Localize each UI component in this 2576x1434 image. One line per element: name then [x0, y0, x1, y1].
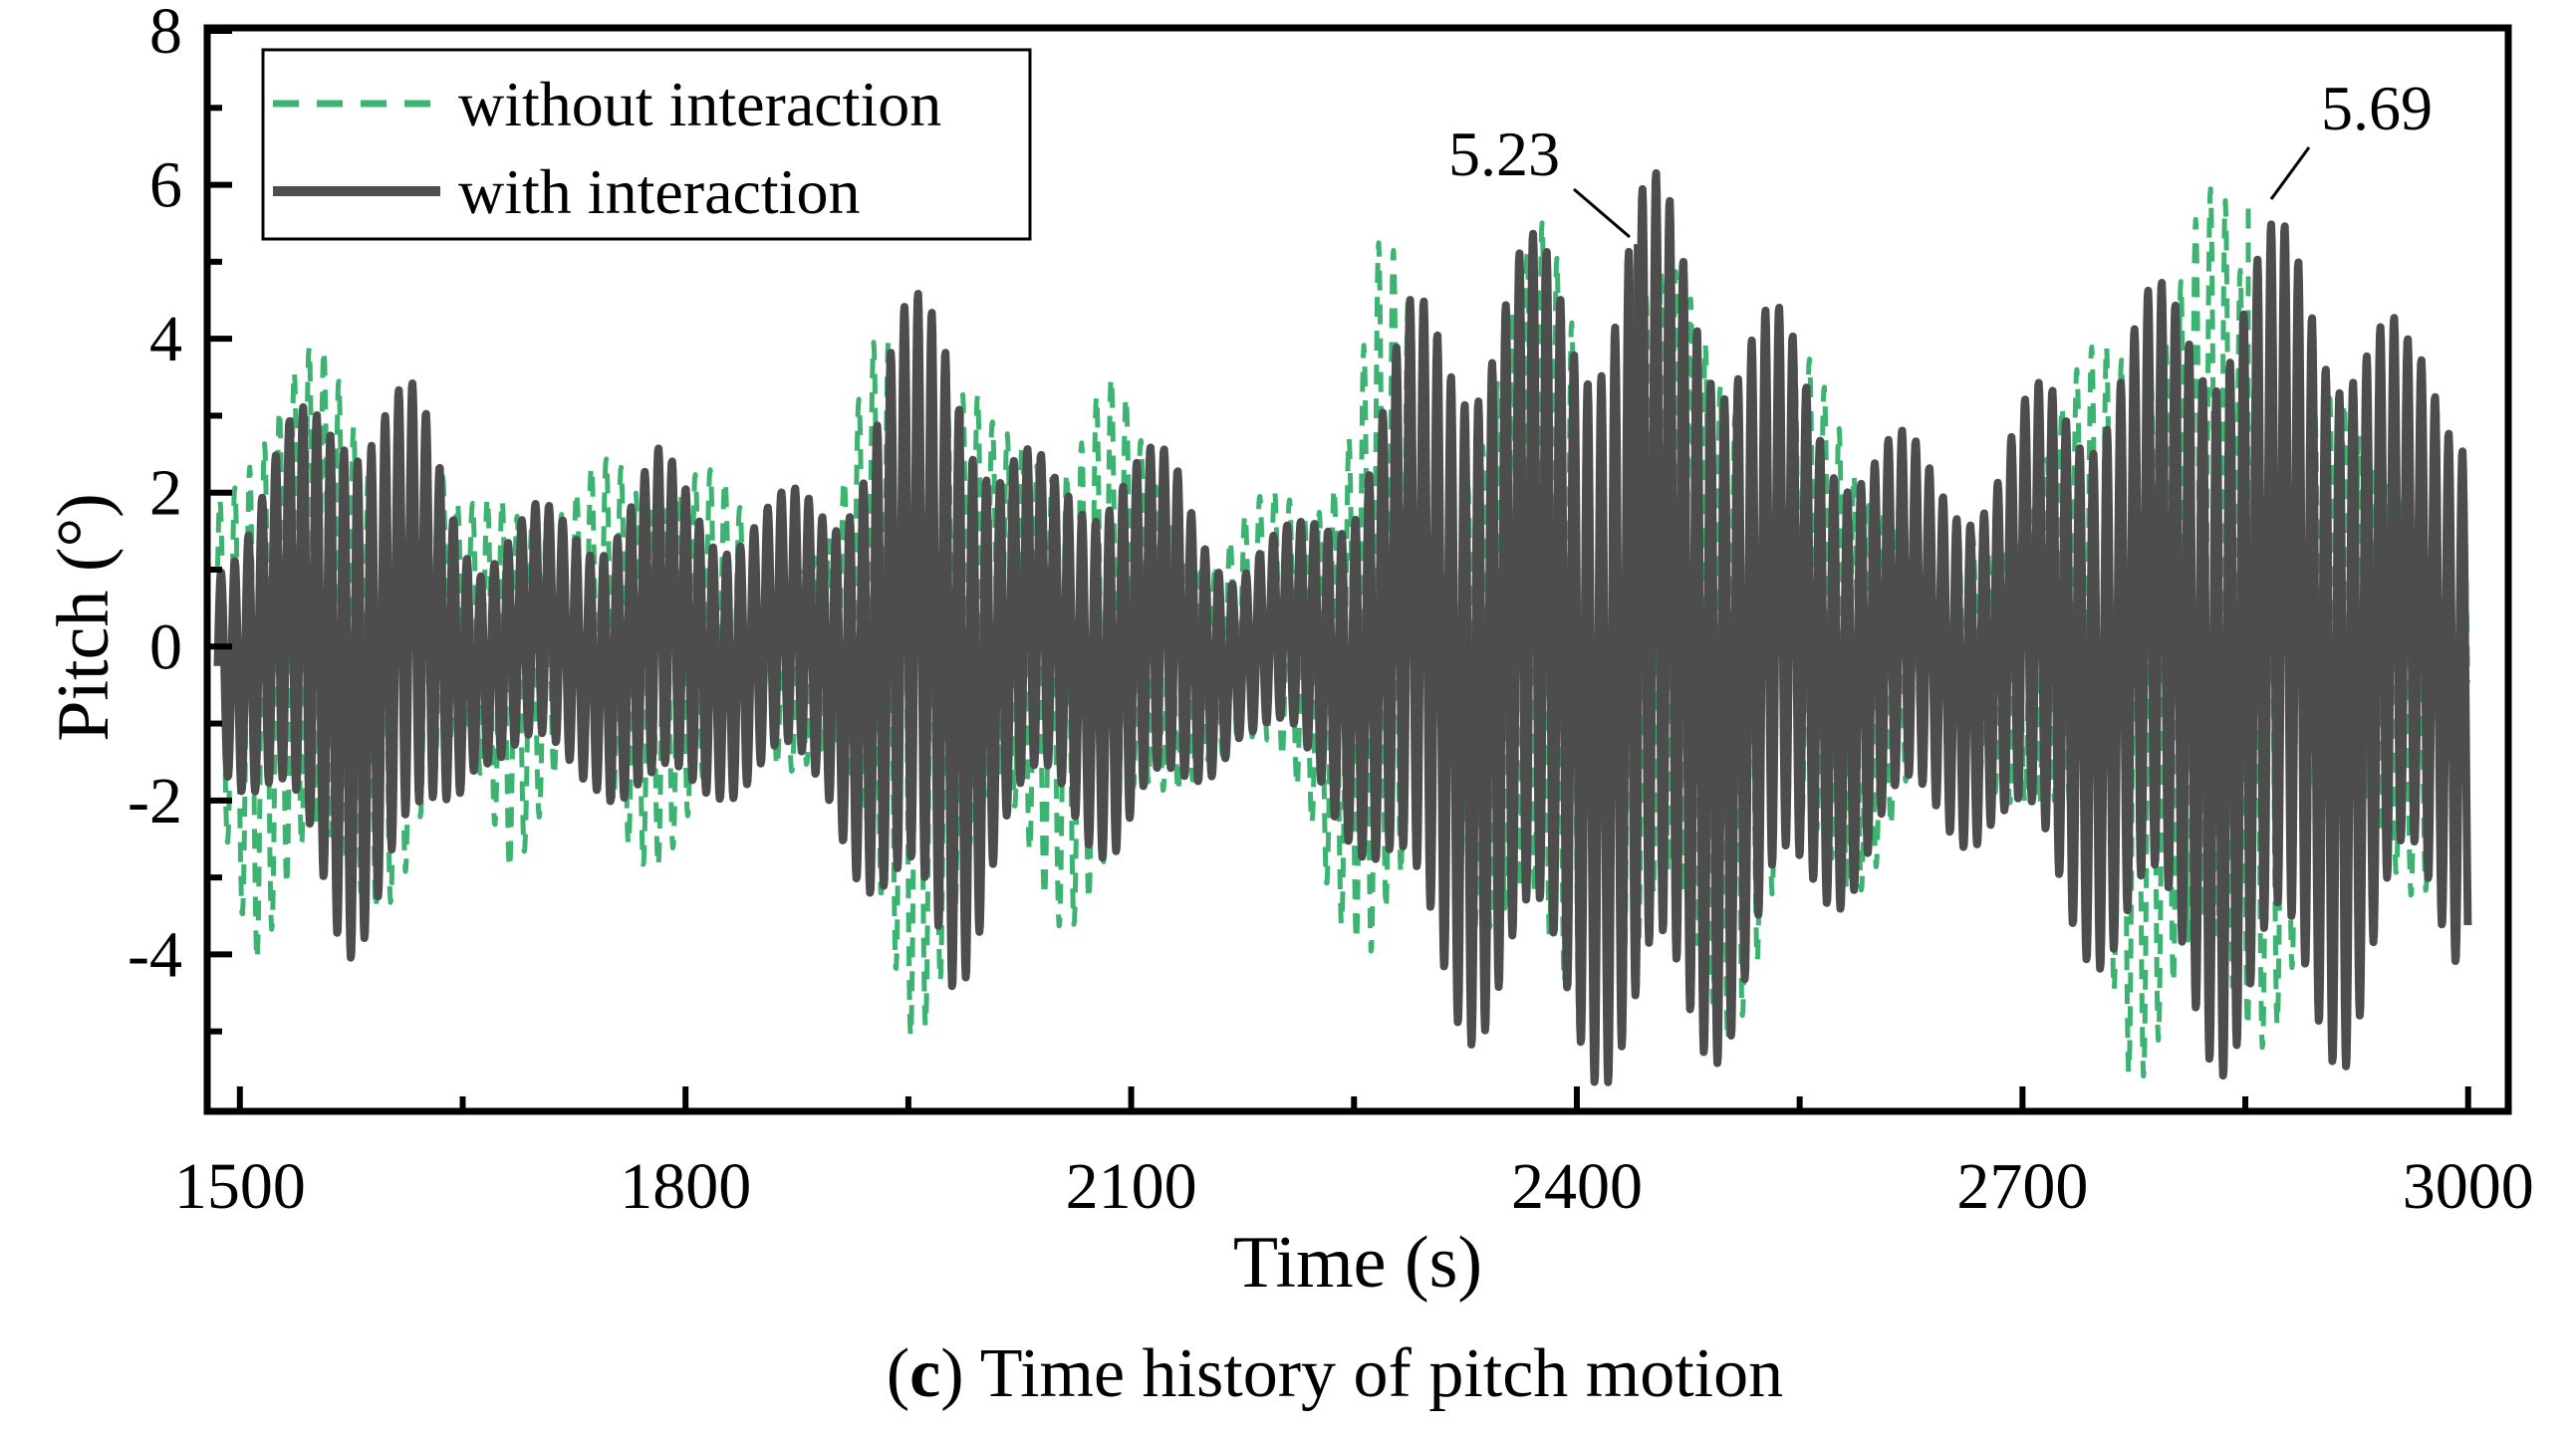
- caption-open-paren: (: [887, 1335, 909, 1412]
- x-tick-label: 3000: [2403, 1150, 2534, 1223]
- figure-caption: (c) Time history of pitch motion: [887, 1335, 1783, 1412]
- series-line-without-interaction: [215, 186, 2470, 1078]
- x-axis-ticks: 1500 1800 2100 2400 2700 3000: [174, 1086, 2534, 1223]
- annotation-label-5-69: 5.69: [2321, 73, 2433, 143]
- x-axis-title: Time (s): [1233, 1222, 1482, 1304]
- legend-label-with-interaction: with interaction: [458, 156, 860, 227]
- annotation-leader-5-69: [2269, 146, 2311, 200]
- plot-area: 1500 1800 2100 2400 2700 3000 -4 -2 0 2 4 6 8: [128, 0, 2534, 1223]
- x-tick-label: 1500: [174, 1150, 306, 1223]
- series-line-with-interaction: [213, 168, 2472, 1086]
- y-tick-label: 0: [149, 610, 182, 683]
- legend-box: [261, 48, 1032, 241]
- x-tick-label: 2700: [1956, 1150, 2088, 1223]
- caption-label-letter: c: [909, 1335, 940, 1412]
- y-tick-label: 2: [149, 457, 182, 530]
- annotation-leader-5-23: [1573, 187, 1631, 239]
- x-tick-label: 2400: [1511, 1150, 1643, 1223]
- y-tick-label: -4: [128, 918, 182, 991]
- legend-label-without-interaction: without interaction: [458, 69, 941, 139]
- x-tick-label: 1800: [620, 1150, 751, 1223]
- y-axis-title: Pitch (°): [43, 493, 125, 742]
- y-tick-label: 8: [149, 0, 182, 68]
- y-tick-label: 6: [149, 149, 182, 222]
- annotation-label-5-23: 5.23: [1448, 119, 1560, 189]
- y-tick-label: -2: [128, 765, 182, 837]
- peak-annotations: 5.23 5.69: [1448, 73, 2433, 239]
- caption-text: ) Time history of pitch motion: [940, 1335, 1783, 1412]
- y-axis-ticks: -4 -2 0 2 4 6 8: [128, 0, 232, 1035]
- legend: without interaction with interaction: [261, 48, 1032, 241]
- series-group: [213, 168, 2472, 1086]
- x-tick-label: 2100: [1066, 1150, 1197, 1223]
- y-tick-label: 4: [149, 303, 182, 375]
